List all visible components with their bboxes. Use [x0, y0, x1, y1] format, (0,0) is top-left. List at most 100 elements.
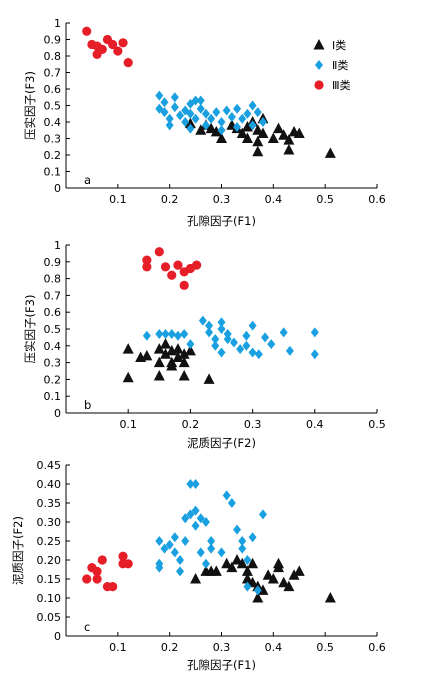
y-tick-label: 0.2 [44, 149, 62, 162]
y-tick-label: 0 [54, 630, 61, 643]
data-point-I [278, 576, 290, 588]
data-point-II [196, 95, 205, 106]
panel-letter: c [84, 620, 90, 634]
data-point-I [203, 373, 215, 384]
series-I [122, 338, 215, 384]
data-point-II [170, 102, 179, 113]
data-point-I [190, 573, 202, 584]
y-axis-title: 压实因子(F3) [23, 71, 37, 140]
data-point-II [181, 536, 190, 546]
data-point-II [176, 566, 185, 577]
data-point-III [113, 46, 123, 56]
data-point-I [267, 573, 279, 584]
y-tick-label: 0.6 [44, 83, 62, 96]
y-tick-label: 0.4 [44, 116, 62, 129]
data-point-I [210, 125, 222, 137]
data-point-I [241, 132, 253, 143]
y-tick-label: 0.8 [44, 50, 62, 63]
data-point-I [216, 132, 227, 143]
data-point-I [178, 370, 190, 381]
data-point-II [191, 113, 200, 124]
data-point-II [201, 558, 210, 569]
data-point-II [243, 108, 252, 119]
data-point-II [238, 536, 247, 546]
data-point-I [166, 359, 178, 371]
data-point-II [248, 347, 257, 358]
data-point-I [205, 122, 217, 134]
series-I [184, 112, 336, 158]
series-II [155, 479, 267, 596]
data-point-II [173, 330, 182, 341]
data-point-I [231, 554, 243, 565]
data-point-I [160, 338, 172, 349]
data-point-II [233, 121, 242, 132]
data-point-II [233, 103, 242, 114]
data-point-III [92, 566, 102, 577]
y-tick-label: 0.25 [37, 535, 62, 548]
data-point-I [122, 371, 134, 383]
data-point-II [248, 100, 257, 111]
y-tick-label: 0.5 [44, 323, 62, 336]
data-point-II [242, 330, 251, 341]
data-point-III [108, 582, 118, 592]
data-point-I [210, 565, 222, 576]
data-point-I [241, 565, 253, 576]
data-point-II [160, 97, 169, 108]
legend-marker-I [313, 39, 325, 50]
x-tick-label: 0.1 [119, 418, 137, 431]
data-point-II [248, 320, 257, 331]
data-point-II [196, 547, 205, 558]
data-point-I [221, 557, 233, 569]
data-point-II [248, 532, 257, 543]
data-point-III [97, 555, 107, 565]
data-point-II [211, 334, 220, 345]
y-tick-label: 0.7 [44, 67, 62, 80]
data-point-I [293, 565, 305, 576]
data-point-II [279, 327, 288, 338]
data-point-II [211, 340, 220, 351]
data-point-I [267, 132, 279, 143]
data-point-II [155, 90, 164, 101]
data-point-II [176, 110, 185, 121]
legend-label: Ⅱ类 [332, 58, 348, 72]
x-tick-label: 0.1 [109, 641, 127, 654]
data-point-II [165, 113, 174, 124]
data-point-II [242, 340, 251, 351]
data-point-II [180, 329, 189, 340]
x-tick-label: 0.6 [368, 641, 386, 654]
data-point-II [176, 555, 185, 565]
data-point-II [253, 585, 262, 596]
data-point-II [233, 524, 242, 535]
data-point-II [170, 547, 179, 558]
data-point-II [198, 315, 207, 326]
data-point-II [142, 330, 151, 341]
data-point-I [252, 124, 264, 135]
panel-b: 0 0.1 0.2 0.3 0.4 0.5 0.6 0.7 0.8 0.9 1 0.1 0.2 0.3 0.… [23, 239, 386, 450]
data-point-I [172, 343, 184, 354]
series-III [82, 551, 133, 592]
x-tick-label: 0.3 [244, 418, 262, 431]
x-tick-label: 0.5 [316, 641, 334, 654]
data-point-II [207, 536, 216, 546]
data-point-II [223, 334, 232, 345]
data-point-II [186, 123, 195, 134]
y-tick-label: 0.30 [37, 516, 62, 529]
y-tick-label: 0.40 [37, 478, 62, 491]
data-point-III [97, 44, 107, 55]
data-point-II [161, 329, 170, 340]
data-point-I [324, 592, 336, 603]
data-point-II [201, 517, 210, 527]
series-II [155, 90, 267, 136]
data-point-II [191, 479, 200, 489]
data-point-II [165, 120, 174, 131]
data-point-II [191, 505, 200, 516]
data-point-II [229, 337, 238, 348]
data-point-II [285, 345, 294, 356]
y-axis-title: 压实因子(F3) [23, 295, 37, 364]
x-tick-label: 0.6 [368, 193, 386, 206]
data-point-II [207, 543, 216, 554]
x-tick-label: 0.3 [213, 193, 231, 206]
data-point-I [178, 348, 190, 359]
data-point-I [288, 569, 300, 580]
data-point-II [310, 349, 319, 360]
